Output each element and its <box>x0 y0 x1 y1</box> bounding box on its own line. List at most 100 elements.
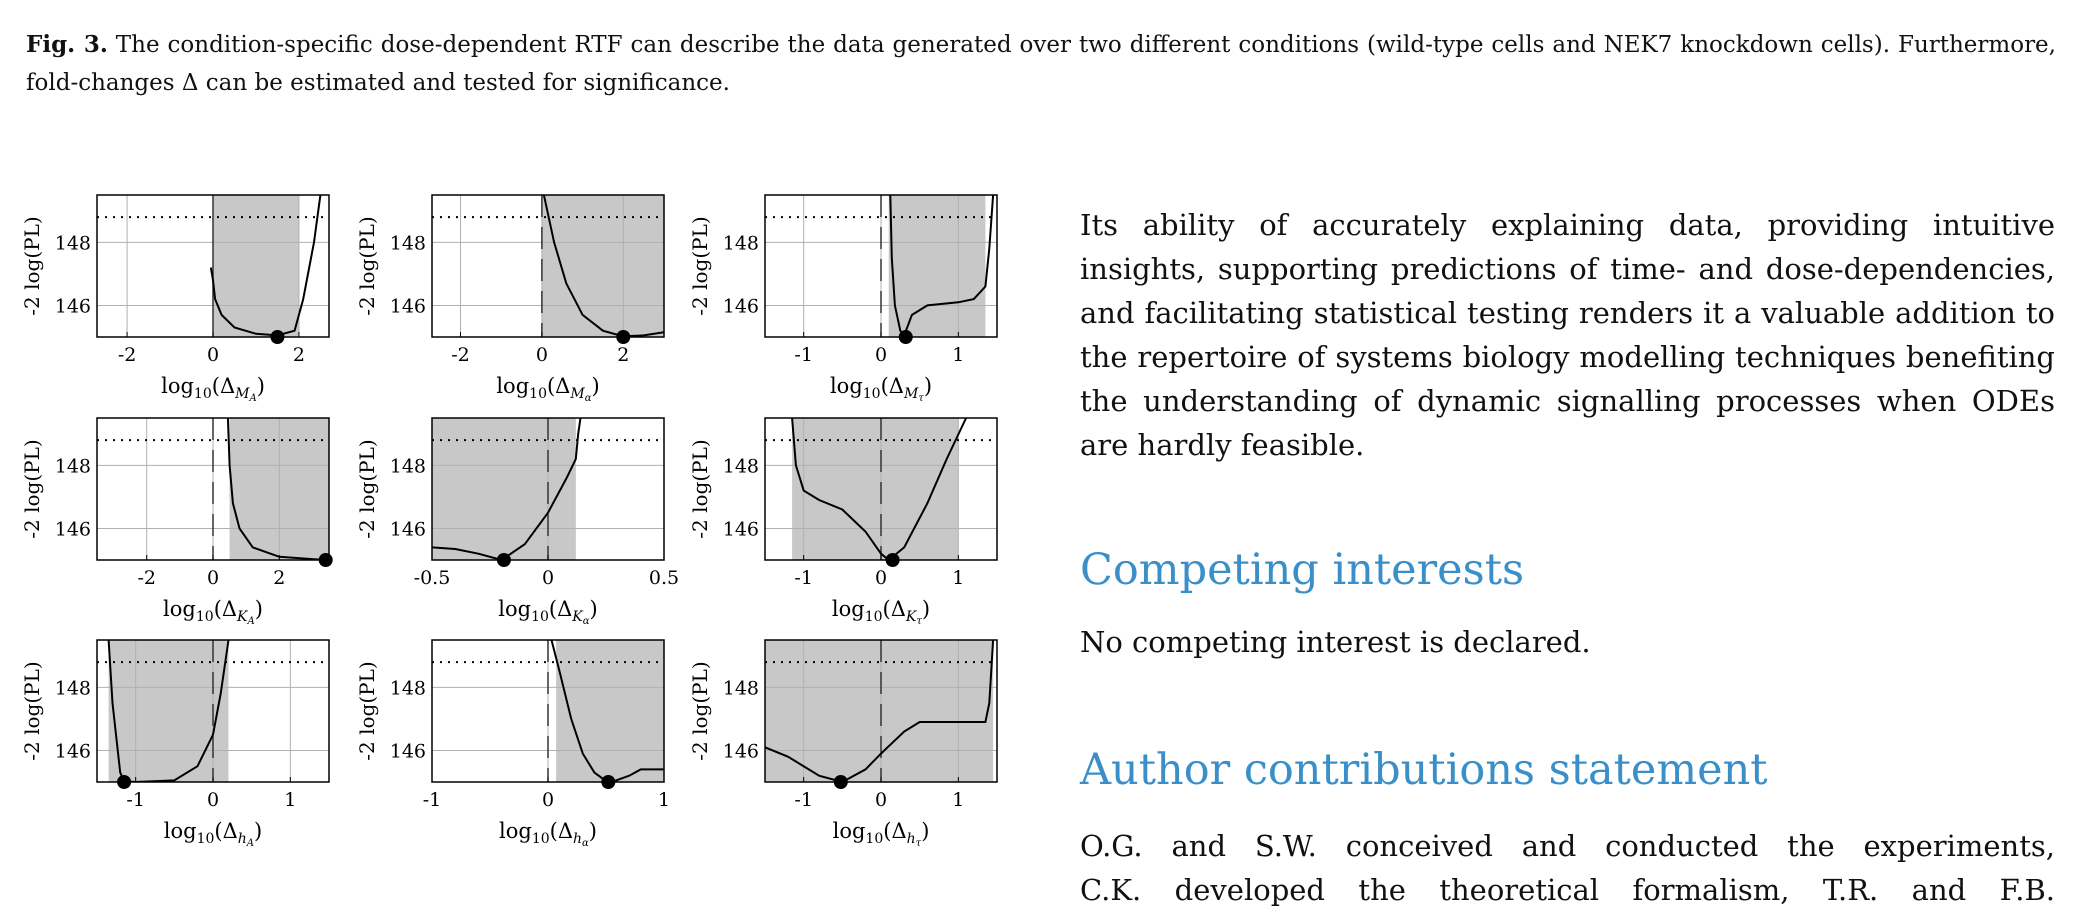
panel-8: -1 0 1 146 148 -2 log(PL) log10(Δhα) <box>355 639 670 849</box>
y-tick-label: 146 <box>723 295 759 317</box>
y-axis-label: -2 log(PL) <box>688 439 712 538</box>
x-axis-label: log10(ΔMτ) <box>830 374 932 404</box>
x-label-ten: 10 <box>532 831 550 847</box>
x-tick-label: 2 <box>617 344 629 366</box>
x-label-delta: (Δ <box>549 597 572 621</box>
x-label-close: ) <box>257 374 265 398</box>
y-axis-label: -2 log(PL) <box>355 439 379 538</box>
x-label-ten: 10 <box>865 609 883 625</box>
y-tick-label: 148 <box>723 232 759 254</box>
x-label-log: log <box>833 819 866 843</box>
profile-curve <box>432 418 582 560</box>
optimum-marker <box>270 330 285 344</box>
figure-label: Fig. 3. <box>26 31 108 58</box>
x-axis-label: log10(ΔKα) <box>498 597 597 627</box>
x-tick-label: 1 <box>952 789 964 811</box>
x-axis-label: log10(ΔMα) <box>496 374 599 404</box>
x-axis-label: log10(ΔMA) <box>161 374 265 404</box>
x-tick-label: -1 <box>794 789 813 811</box>
x-label-ten: 10 <box>196 609 214 625</box>
x-label-log: log <box>163 597 196 621</box>
x-tick-label: 0.5 <box>649 567 679 589</box>
profile-curve <box>550 640 664 782</box>
x-tick-label: 0 <box>542 789 554 811</box>
x-label-ten: 10 <box>194 386 212 402</box>
x-label-param-sub: α <box>583 616 590 627</box>
y-tick-label: 146 <box>723 518 759 540</box>
x-tick-label: 1 <box>952 344 964 366</box>
y-tick-label: 148 <box>55 232 91 254</box>
y-tick-label: 146 <box>390 295 426 317</box>
panel-1: -2 0 2 146 148 -2 log(PL) log10(ΔMA) <box>20 194 330 404</box>
optimum-marker <box>496 553 511 567</box>
caption-text: The condition-specific dose-dependent RT… <box>26 32 2056 96</box>
x-label-close: ) <box>254 819 262 843</box>
x-tick-label: -2 <box>118 344 137 366</box>
confidence-band <box>765 640 994 782</box>
x-label-param: h <box>238 831 247 847</box>
x-tick-label: 0 <box>207 789 219 811</box>
x-label-close: ) <box>591 374 599 398</box>
y-axis-label: -2 log(PL) <box>20 216 44 315</box>
panel-5: -0.5 0 0.5 146 148 -2 log(PL) log10(ΔKα) <box>355 417 679 627</box>
x-tick-label: -1 <box>423 789 442 811</box>
x-label-log: log <box>161 374 194 398</box>
confidence-band <box>541 195 664 337</box>
x-label-param-sub: A <box>247 616 255 627</box>
x-tick-label: 0 <box>542 567 554 589</box>
x-label-ten: 10 <box>529 386 547 402</box>
profile-curve <box>765 640 995 782</box>
x-label-delta: (Δ <box>883 819 906 843</box>
y-tick-label: 148 <box>390 677 426 699</box>
x-tick-label: 0 <box>207 344 219 366</box>
x-label-close: ) <box>922 597 930 621</box>
x-label-delta: (Δ <box>550 819 573 843</box>
body-paragraph-block: Its ability of accurately explaining dat… <box>1080 203 2055 467</box>
x-label-close: ) <box>255 597 263 621</box>
profile-curve <box>889 195 995 337</box>
competing-interests-heading: Competing interests <box>1080 545 1525 595</box>
y-axis-label: -2 log(PL) <box>20 661 44 760</box>
x-label-ten: 10 <box>863 386 881 402</box>
y-axis-label: -2 log(PL) <box>355 661 379 760</box>
x-label-close: ) <box>590 597 598 621</box>
x-tick-label: -1 <box>794 567 813 589</box>
optimum-marker <box>601 775 616 789</box>
author-contributions-heading: Author contributions statement <box>1080 745 1768 795</box>
x-label-param-sub: A <box>246 838 254 849</box>
y-tick-label: 148 <box>723 677 759 699</box>
optimum-marker <box>833 775 848 789</box>
optimum-marker <box>117 775 132 789</box>
x-axis-label: log10(ΔKA) <box>163 597 263 627</box>
x-label-log: log <box>496 374 529 398</box>
x-axis-label: log10(ΔhA) <box>164 819 262 849</box>
x-label-delta: (Δ <box>883 597 906 621</box>
y-tick-label: 148 <box>55 455 91 477</box>
x-tick-label: -0.5 <box>414 567 451 589</box>
profile-curve <box>226 418 326 560</box>
body-paragraph: Its ability of accurately explaining dat… <box>1080 208 2055 462</box>
x-tick-label: 1 <box>284 789 296 811</box>
y-tick-label: 146 <box>390 740 426 762</box>
x-tick-label: -1 <box>794 344 813 366</box>
x-tick-label: 1 <box>952 567 964 589</box>
x-label-param: M <box>569 386 585 402</box>
panel-4: -2 0 2 146 148 -2 log(PL) log10(ΔKA) <box>20 417 333 627</box>
confidence-band <box>792 418 959 560</box>
x-label-param: K <box>571 609 584 625</box>
author-contributions-line-1: O.G. and S.W. conceived and conducted th… <box>1080 829 2055 863</box>
profile-curve <box>542 195 664 337</box>
x-label-param: M <box>903 386 919 402</box>
y-axis-label: -2 log(PL) <box>688 661 712 760</box>
x-label-param-sub: α <box>582 838 589 849</box>
optimum-marker <box>885 553 900 567</box>
x-tick-label: 0 <box>875 344 887 366</box>
y-axis-label: -2 log(PL) <box>688 216 712 315</box>
confidence-band <box>108 640 229 782</box>
x-axis-label: log10(ΔKτ) <box>832 597 930 627</box>
x-tick-label: 0 <box>875 789 887 811</box>
panel-9: -1 0 1 146 148 -2 log(PL) log10(Δhτ) <box>688 639 998 849</box>
profile-curve <box>107 640 230 782</box>
x-label-delta: (Δ <box>212 374 235 398</box>
figure-caption: Fig. 3. The condition-specific dose-depe… <box>26 26 2056 102</box>
